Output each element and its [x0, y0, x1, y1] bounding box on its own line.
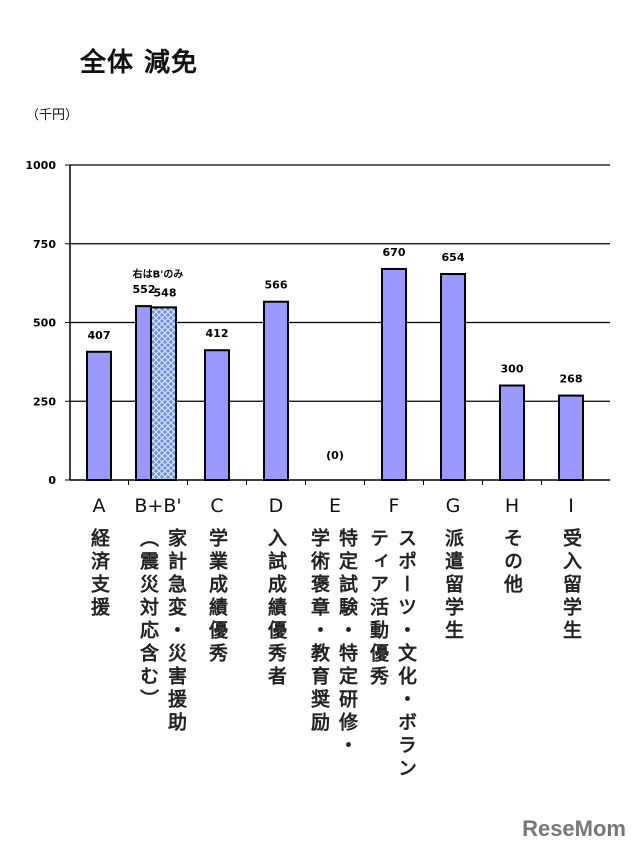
category-description: 経済支援 — [88, 528, 110, 620]
data-label: 268 — [560, 373, 583, 386]
x-tick-label: C — [210, 495, 224, 517]
data-label: 654 — [442, 251, 465, 264]
data-label: 566 — [265, 279, 288, 292]
bar — [558, 394, 584, 481]
x-tick-label: H — [504, 495, 520, 517]
category-description: スポーツ・文化・ボラン ティア活動優秀 — [367, 528, 417, 781]
chart-title: 全体 減免 — [80, 48, 199, 78]
category-description: 特定試験・特定研修・ 学術褒章・教育奨励 — [308, 528, 358, 758]
data-label: 412 — [206, 327, 229, 340]
y-tick-label: 250 — [33, 395, 56, 408]
category-description: 派遣留学生 — [442, 528, 464, 643]
bar — [499, 384, 525, 481]
data-label: (0) — [326, 449, 344, 462]
data-label: 670 — [383, 246, 406, 259]
data-label: 552 — [133, 283, 156, 296]
category-description: 学業成績優秀 — [206, 528, 228, 666]
bar — [135, 305, 152, 481]
bar — [381, 267, 407, 482]
x-tick-label: B+B' — [134, 495, 182, 517]
y-axis-unit: （千円） — [26, 108, 79, 123]
category-description: 受入留学生 — [560, 528, 582, 643]
bar — [86, 350, 112, 482]
watermark-logo: ReseMom — [522, 816, 626, 841]
y-tick-label: 0 — [48, 474, 56, 487]
x-tick-label: G — [445, 495, 461, 517]
bar — [263, 300, 289, 481]
bar — [440, 272, 466, 481]
category-description: 入試成績優秀者 — [265, 528, 287, 689]
bar-annotation: 右はB'のみ — [132, 267, 184, 280]
y-tick-label: 500 — [33, 317, 56, 330]
x-tick-label: E — [328, 495, 341, 517]
x-tick-label: F — [388, 495, 400, 517]
x-tick-label: I — [568, 495, 574, 517]
x-tick-label: D — [268, 495, 284, 517]
category-description: 家計急変・災害援助 （震災対応含む） — [137, 528, 187, 735]
data-label: 548 — [154, 286, 177, 299]
data-label: 407 — [88, 329, 111, 342]
y-tick-label: 1000 — [25, 159, 56, 172]
category-description: その他 — [501, 528, 523, 597]
data-label: 300 — [501, 363, 524, 376]
bar-hatched — [150, 306, 177, 481]
x-tick-label: A — [92, 495, 106, 517]
bar — [204, 349, 230, 481]
y-tick-label: 750 — [33, 238, 56, 251]
